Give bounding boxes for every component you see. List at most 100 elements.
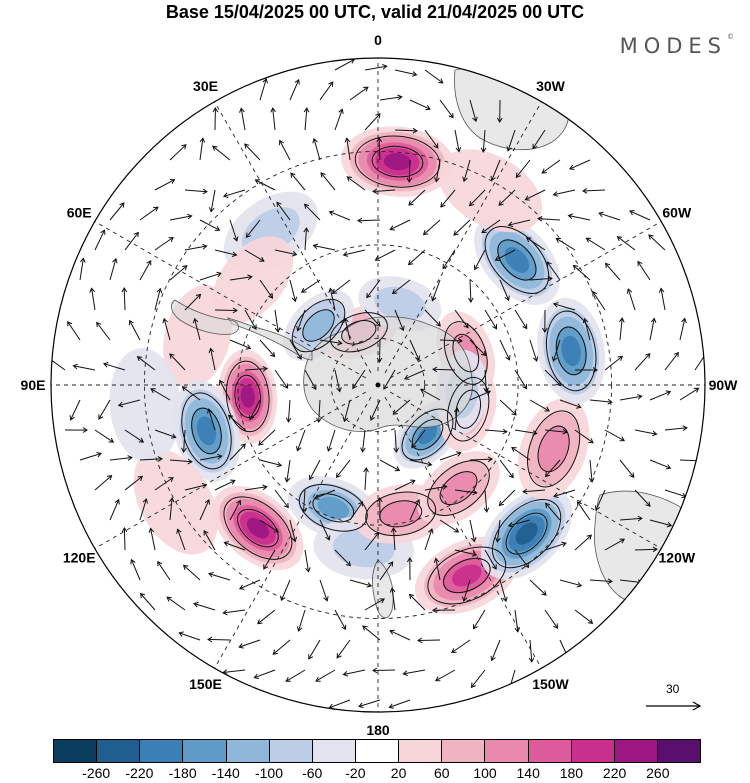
wind-arrow [553, 489, 576, 499]
wind-arrow-shaft [574, 609, 593, 624]
wind-arrow [499, 339, 511, 361]
wind-arrow [372, 188, 396, 195]
wind-arrow-shaft [605, 263, 621, 281]
wind-arrow [419, 388, 441, 401]
wind-arrow [572, 264, 591, 281]
wind-arrow [67, 320, 81, 341]
wind-arrow-shaft [301, 279, 321, 293]
wind-arrow [514, 369, 528, 390]
wind-arrow [451, 639, 471, 654]
wind-arrow-shaft [244, 309, 257, 330]
wind-arrow [148, 527, 156, 551]
wind-arrow [229, 499, 242, 521]
wind-arrow-shaft [118, 399, 141, 406]
wind-arrow-shaft [411, 429, 426, 448]
wind-arrow-shaft [319, 579, 328, 601]
negative-anomaly [537, 297, 606, 404]
positive-anomaly [354, 483, 448, 544]
wind-arrow-shaft [379, 339, 381, 363]
wind-arrow [507, 219, 531, 228]
wind-arrow [289, 339, 302, 360]
wind-arrow-head [162, 317, 168, 324]
wind-arrow-head [541, 327, 548, 333]
wind-arrow-shaft [73, 365, 96, 371]
wind-arrow [79, 257, 86, 281]
wind-arrow [51, 356, 66, 371]
wind-arrow-head [576, 581, 583, 588]
wind-arrow-shaft [364, 65, 387, 71]
wind-arrow-shaft [420, 388, 441, 401]
height-contour [545, 310, 597, 392]
wind-arrow-shaft [435, 159, 441, 182]
wind-arrow-head [637, 260, 643, 267]
longitude-label: 0 [374, 32, 382, 48]
wind-arrow [406, 159, 413, 183]
wind-arrow-shaft [304, 228, 307, 251]
wind-arrow [98, 399, 111, 420]
positive-anomaly [212, 236, 294, 324]
wind-arrow-head [166, 596, 172, 602]
wind-arrow-shaft [334, 549, 351, 567]
wind-arrow [349, 86, 369, 101]
wind-arrow-shaft [182, 386, 201, 401]
wind-arrow [514, 429, 538, 436]
height-contour [443, 321, 488, 385]
wind-arrow-head [69, 415, 75, 421]
wind-arrow [408, 593, 426, 611]
wind-arrow [649, 519, 673, 528]
wind-arrow [474, 249, 486, 271]
wind-arrow-shaft [124, 476, 143, 491]
wind-arrow-shaft [634, 548, 658, 551]
wind-arrow-head [130, 558, 136, 565]
wind-arrow [184, 293, 202, 311]
wind-arrow [634, 489, 651, 507]
wind-arrow-shaft [94, 429, 114, 443]
wind-arrow-shaft [499, 399, 517, 416]
wind-arrow-shaft [224, 542, 246, 551]
wind-arrow [498, 489, 516, 507]
wind-arrow-head [379, 598, 385, 604]
wind-arrow-head [637, 394, 643, 400]
wind-arrow-shaft [584, 318, 591, 341]
wind-arrow-shaft [214, 249, 237, 256]
wind-arrow-head [393, 447, 400, 453]
wind-arrow-head [524, 195, 530, 201]
wind-arrow-shaft [619, 395, 642, 401]
wind-arrow-shaft [346, 176, 366, 191]
wind-arrow [679, 317, 687, 341]
wind-arrow-shaft [553, 303, 576, 311]
colorbar-tick-label: -260 [82, 765, 111, 781]
wind-arrow-head [244, 143, 250, 149]
wind-arrow-shaft [336, 639, 351, 659]
wind-arrow [431, 279, 441, 302]
contour-line [365, 491, 437, 537]
wind-arrow-shaft [545, 459, 561, 477]
wind-arrow-head [389, 225, 395, 231]
wind-arrow [176, 528, 186, 551]
wind-arrow-shaft [334, 369, 341, 392]
wind-arrow-head [440, 202, 446, 208]
wind-arrow-shaft [319, 519, 330, 541]
contour-line [341, 320, 377, 345]
wind-arrow-shaft [553, 489, 576, 497]
wind-arrow-head [406, 557, 413, 563]
wind-arrow-shaft [634, 489, 651, 507]
colorbar-segment [269, 740, 313, 762]
wind-arrow-head [576, 403, 582, 409]
wind-arrow-shaft [514, 549, 529, 568]
wind-arrow-head [262, 484, 268, 491]
wind-arrow-head [616, 236, 623, 242]
wind-arrow [357, 217, 381, 224]
wind-arrow-shaft [589, 399, 612, 403]
wind-arrow-shaft [373, 189, 396, 192]
wind-arrow-shaft [184, 484, 207, 491]
wind-arrow-head [187, 213, 193, 220]
wind-arrow-shaft [364, 598, 385, 611]
wind-arrow [69, 399, 81, 421]
wind-arrow [406, 557, 413, 581]
wind-arrow-shaft [169, 144, 187, 161]
wind-arrow [94, 229, 106, 251]
wind-arrow-shaft [604, 356, 623, 371]
wind-arrow-shaft [440, 189, 456, 208]
wind-arrow-head [551, 356, 558, 362]
